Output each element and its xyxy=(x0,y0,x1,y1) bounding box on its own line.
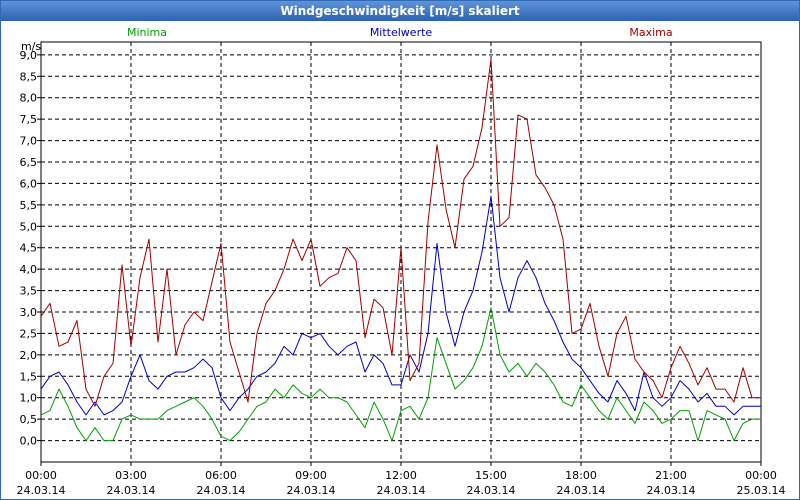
series-lines xyxy=(40,58,761,442)
x-tick-date: 24.03.14 xyxy=(647,484,696,497)
legend-mittelwerte: Mittelwerte xyxy=(370,26,433,39)
x-tick-time: 00:00 xyxy=(25,469,57,482)
legend-maxima: Maxima xyxy=(629,26,672,39)
y-tick-label: 0,5 xyxy=(20,413,38,426)
x-tick-date: 25.03.14 xyxy=(737,484,786,497)
y-tick-label: 7,0 xyxy=(20,135,38,148)
y-tick-label: 2,0 xyxy=(20,349,38,362)
x-tick-time: 12:00 xyxy=(385,469,417,482)
y-tick-label: 7,5 xyxy=(20,113,38,126)
y-tick-label: 3,0 xyxy=(20,306,38,319)
y-tick-label: 0,0 xyxy=(20,435,38,448)
y-tick-label: 6,0 xyxy=(20,177,38,190)
x-tick-date: 24.03.14 xyxy=(287,484,336,497)
y-tick-label: 2,5 xyxy=(20,327,38,340)
x-tick-time: 18:00 xyxy=(565,469,597,482)
legend: Minima Mittelwerte Maxima xyxy=(127,26,673,39)
x-tick-time: 00:00 xyxy=(745,469,777,482)
y-tick-label: 8,0 xyxy=(20,92,38,105)
x-tick-date: 24.03.14 xyxy=(467,484,516,497)
window-title: Windgeschwindigkeit [m/s] skaliert xyxy=(1,1,799,21)
y-axis: 0,0 0,5 1,0 1,5 2,0 2,5 3,0 3,5 4,0 4,5 5,0 5,5 6,0 6… xyxy=(20,49,41,448)
x-tick-date: 24.03.14 xyxy=(17,484,66,497)
x-tick-date: 24.03.14 xyxy=(107,484,156,497)
y-axis-unit: m/s xyxy=(21,40,41,53)
x-tick-time: 09:00 xyxy=(295,469,327,482)
x-tick-date: 24.03.14 xyxy=(557,484,606,497)
y-tick-label: 1,0 xyxy=(20,392,38,405)
y-tick-label: 5,5 xyxy=(20,199,38,212)
y-tick-label: 6,5 xyxy=(20,156,38,169)
x-tick-time: 15:00 xyxy=(475,469,507,482)
x-axis: 00:00 24.03.14 03:00 24.03.14 06:00 24.03.14 0… xyxy=(17,462,786,497)
y-tick-label: 8,5 xyxy=(20,70,38,83)
x-tick-time: 21:00 xyxy=(655,469,687,482)
y-tick-label: 5,0 xyxy=(20,220,38,233)
legend-minima: Minima xyxy=(127,26,167,39)
series-line-minima xyxy=(40,307,761,442)
y-tick-label: 4,0 xyxy=(20,263,38,276)
series-line-maxima xyxy=(40,58,761,407)
y-tick-label: 3,5 xyxy=(20,285,38,298)
x-tick-time: 03:00 xyxy=(115,469,147,482)
y-tick-label: 1,5 xyxy=(20,370,38,383)
x-tick-date: 24.03.14 xyxy=(377,484,426,497)
y-tick-label: 4,5 xyxy=(20,242,38,255)
series-line-mittelwerte xyxy=(40,195,761,416)
y-tick-label: 9,0 xyxy=(20,49,38,62)
x-tick-date: 24.03.14 xyxy=(197,484,246,497)
x-tick-time: 06:00 xyxy=(205,469,237,482)
grid xyxy=(41,42,761,462)
